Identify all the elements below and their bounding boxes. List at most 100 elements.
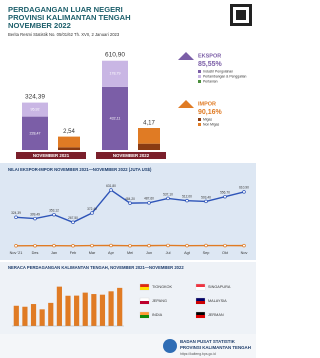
total-label: 324,39 xyxy=(25,93,45,100)
x-tick-label: Nov '21 xyxy=(10,251,23,255)
legend-swatch xyxy=(198,80,201,83)
logo xyxy=(163,339,177,353)
bar xyxy=(48,302,54,326)
legend-label: Pertambangan & Penggalian xyxy=(203,75,246,79)
legend-label: Industri Pengolahan xyxy=(203,70,233,74)
point xyxy=(90,243,94,248)
legend-label: Non Migas xyxy=(203,123,220,127)
partner-name: JEPANG xyxy=(152,299,167,303)
x-tick-label: Nov xyxy=(241,251,248,255)
export-summary: EKSPOR 85,55% xyxy=(178,52,223,68)
bar-segment xyxy=(22,116,48,150)
title: PERDAGANGAN LUAR NEGERI xyxy=(8,5,123,14)
point xyxy=(71,220,75,225)
bar xyxy=(99,294,106,326)
flag xyxy=(140,287,149,290)
flag xyxy=(140,301,149,304)
legend-label: Migas xyxy=(203,118,212,122)
category-label: NOVEMBER 2021 xyxy=(33,153,70,158)
segment-label: 228,47 xyxy=(30,131,41,135)
export-label: EKSPOR xyxy=(198,53,221,59)
import-total-label: 4,17 xyxy=(143,121,155,127)
x-tick-label: Agt xyxy=(184,251,191,255)
category-band xyxy=(16,152,86,159)
value-label: 309,49 xyxy=(30,212,40,216)
point xyxy=(33,243,37,248)
value-label: 267,50 xyxy=(68,216,78,220)
flag xyxy=(140,315,149,318)
up-arrow xyxy=(178,100,194,108)
x-tick-label: Des xyxy=(32,251,39,255)
legend-label: Pertanian xyxy=(203,80,218,84)
legend-swatch xyxy=(198,70,201,73)
footer-org: BADAN PUSAT STATISTIK xyxy=(180,339,236,344)
value-label: 610,90 xyxy=(239,186,249,190)
category-band xyxy=(96,152,166,159)
point xyxy=(128,243,132,248)
value-label: 324,39 xyxy=(11,211,21,215)
partner-name: MALAYSIA xyxy=(208,299,227,303)
bar xyxy=(108,291,114,326)
point xyxy=(223,194,227,199)
value-label: 372,40 xyxy=(87,207,97,211)
import-segment xyxy=(58,147,80,150)
bar xyxy=(91,294,97,326)
value-label: 503,40 xyxy=(201,195,211,199)
value-label: 537,10 xyxy=(163,192,173,196)
point xyxy=(204,199,208,204)
bar xyxy=(22,306,28,326)
footer-panel xyxy=(0,334,256,358)
bar xyxy=(13,305,19,326)
total-label: 610,90 xyxy=(105,51,125,58)
flag xyxy=(196,287,205,290)
value-label: 353,12 xyxy=(49,209,59,213)
bar-segment xyxy=(22,102,48,117)
point xyxy=(204,243,208,248)
import-segment xyxy=(138,143,160,150)
partner-name: JERMAN xyxy=(208,313,224,317)
x-tick-label: Apr xyxy=(108,251,115,255)
point xyxy=(185,243,189,248)
import-change: 90,16% xyxy=(198,109,223,116)
bar xyxy=(74,295,80,326)
segment-label: 432,11 xyxy=(110,116,121,120)
footer-org: PROVINSI KALIMANTAN TENGAH xyxy=(180,345,251,350)
point xyxy=(185,198,189,203)
bar xyxy=(65,295,71,326)
point xyxy=(90,211,94,215)
flag xyxy=(196,315,205,318)
point xyxy=(14,244,18,248)
point xyxy=(52,212,56,217)
x-tick-label: Jan xyxy=(51,251,57,255)
footer-url: https://kalteng.bps.go.id xyxy=(180,352,216,356)
line-panel xyxy=(0,163,256,260)
value-label: 631,80 xyxy=(106,184,116,188)
point xyxy=(147,201,151,205)
x-tick-label: Feb xyxy=(70,251,77,255)
partner-name: SINGAPURA xyxy=(208,285,231,289)
legend-swatch xyxy=(198,75,201,78)
import-label: IMPOR xyxy=(198,101,216,107)
point xyxy=(109,188,113,192)
flag xyxy=(196,301,205,304)
import-summary: IMPOR 90,16% xyxy=(178,100,223,116)
point xyxy=(242,190,246,194)
legend-swatch xyxy=(198,118,201,121)
legend-swatch xyxy=(198,123,201,126)
point xyxy=(242,243,246,248)
bar xyxy=(30,304,37,326)
export-change: 85,55% xyxy=(198,61,223,68)
bar xyxy=(82,292,88,326)
x-tick-label: Okt xyxy=(222,251,229,255)
point xyxy=(33,216,37,221)
x-tick-label: Sep xyxy=(203,251,210,255)
category-label: NOVEMBER 2022 xyxy=(113,153,150,158)
x-tick-label: Jul xyxy=(166,251,171,255)
infographic: PERDAGANGAN LUAR NEGERI PROVINSI KALIMAN… xyxy=(0,4,256,358)
value-label: 556,70 xyxy=(220,191,230,195)
balance-panel xyxy=(0,262,256,334)
import-total-label: 2,54 xyxy=(63,129,75,135)
point xyxy=(166,243,170,248)
import-segment xyxy=(138,128,160,144)
